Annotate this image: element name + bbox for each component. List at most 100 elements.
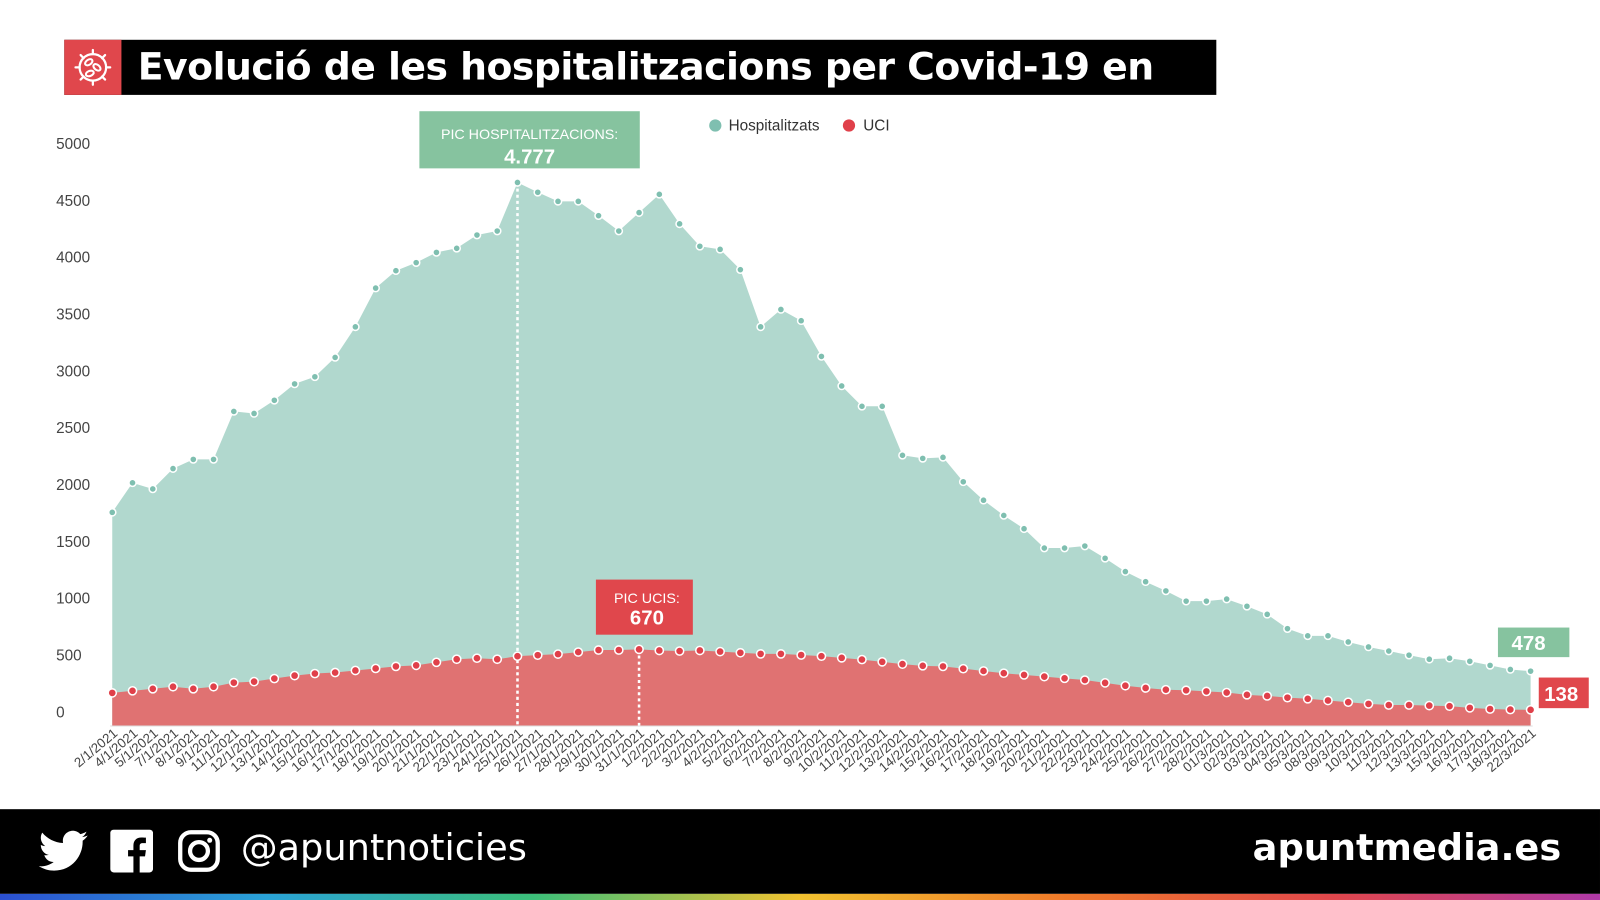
data-point-uci[interactable] [796,650,807,660]
social-handle[interactable]: @apuntnoticies [240,827,527,870]
data-point-uci[interactable] [573,647,584,657]
data-point-hospitalitzats[interactable] [249,409,259,418]
data-point-hospitalitzats[interactable] [1323,631,1333,641]
data-point-uci[interactable] [1100,678,1110,688]
data-point-hospitalitzats[interactable] [553,197,563,206]
data-point-hospitalitzats[interactable] [654,189,664,199]
data-point-hospitalitzats[interactable] [270,395,279,405]
data-point-uci[interactable] [1262,691,1273,701]
data-point-hospitalitzats[interactable] [391,266,401,276]
data-point-hospitalitzats[interactable] [148,484,158,494]
data-point-uci[interactable] [654,645,665,656]
data-point-hospitalitzats[interactable] [736,265,745,275]
data-point-hospitalitzats[interactable] [918,454,928,463]
data-point-uci[interactable] [1323,695,1333,706]
data-point-hospitalitzats[interactable] [1343,637,1353,647]
data-point-hospitalitzats[interactable] [1161,586,1171,596]
data-point-uci[interactable] [877,657,888,667]
data-point-hospitalitzats[interactable] [1080,541,1090,551]
instagram-icon[interactable] [178,830,221,873]
data-point-uci[interactable] [411,660,422,671]
data-point-hospitalitzats[interactable] [1039,543,1049,553]
data-point-hospitalitzats[interactable] [1506,665,1515,674]
data-point-uci[interactable] [1282,692,1293,703]
data-point-hospitalitzats[interactable] [472,230,482,240]
data-point-hospitalitzats[interactable] [695,241,705,251]
data-point-uci[interactable] [532,650,543,660]
data-point-uci[interactable] [1161,684,1171,695]
data-point-hospitalitzats[interactable] [209,455,218,464]
data-point-hospitalitzats[interactable] [411,258,421,267]
data-point-uci[interactable] [978,666,989,676]
data-point-hospitalitzats[interactable] [1526,666,1535,676]
data-point-hospitalitzats[interactable] [1222,594,1232,604]
data-point-hospitalitzats[interactable] [877,401,887,411]
data-point-uci[interactable] [613,645,624,655]
data-point-uci[interactable] [431,657,442,668]
data-point-hospitalitzats[interactable] [857,401,867,411]
data-point-hospitalitzats[interactable] [351,322,360,332]
data-point-hospitalitzats[interactable] [1364,642,1373,652]
data-point-uci[interactable] [1221,687,1232,698]
twitter-icon[interactable] [38,830,88,873]
data-point-hospitalitzats[interactable] [492,226,502,236]
data-point-hospitalitzats[interactable] [290,379,299,389]
website-link[interactable]: apuntmedia.es [1252,827,1562,870]
data-point-uci[interactable] [897,659,908,669]
data-point-uci[interactable] [269,673,280,684]
data-point-uci[interactable] [1383,700,1394,710]
data-point-hospitalitzats[interactable] [168,464,178,473]
data-point-hospitalitzats[interactable] [1202,596,1211,606]
data-point-hospitalitzats[interactable] [1303,631,1313,641]
data-point-hospitalitzats[interactable] [1242,601,1252,611]
data-point-uci[interactable] [634,644,644,655]
data-point-hospitalitzats[interactable] [1445,653,1454,663]
data-point-uci[interactable] [1201,686,1212,697]
data-point-uci[interactable] [816,651,827,662]
data-point-hospitalitzats[interactable] [1060,543,1069,553]
data-point-hospitalitzats[interactable] [776,305,786,314]
data-point-uci[interactable] [1525,704,1536,715]
data-point-hospitalitzats[interactable] [513,178,522,187]
data-point-hospitalitzats[interactable] [371,283,380,293]
data-point-hospitalitzats[interactable] [817,352,826,361]
data-point-hospitalitzats[interactable] [310,372,320,382]
data-point-hospitalitzats[interactable] [1424,654,1434,664]
data-point-uci[interactable] [107,688,118,698]
data-point-uci[interactable] [674,646,685,656]
data-point-hospitalitzats[interactable] [614,226,624,236]
data-point-uci[interactable] [1505,704,1516,715]
data-point-uci[interactable] [208,681,219,692]
facebook-icon[interactable] [110,829,154,873]
data-point-uci[interactable] [1120,680,1131,691]
data-point-hospitalitzats[interactable] [229,407,239,416]
data-point-uci[interactable] [391,661,401,672]
data-point-hospitalitzats[interactable] [796,316,806,326]
data-point-uci[interactable] [938,661,948,672]
data-point-hospitalitzats[interactable] [979,495,988,505]
data-point-uci[interactable] [695,645,705,656]
data-point-uci[interactable] [127,685,138,696]
data-point-uci[interactable] [776,649,786,659]
data-point-uci[interactable] [1404,700,1414,710]
data-point-uci[interactable] [512,651,523,662]
data-point-hospitalitzats[interactable] [999,511,1009,520]
data-point-hospitalitzats[interactable] [1485,661,1495,670]
data-point-uci[interactable] [1079,675,1090,685]
data-point-uci[interactable] [1181,685,1191,696]
data-point-hospitalitzats[interactable] [452,243,462,253]
data-point-uci[interactable] [715,646,725,657]
data-point-uci[interactable] [857,654,867,665]
data-point-uci[interactable] [1485,704,1495,714]
data-point-hospitalitzats[interactable] [432,248,441,257]
data-point-hospitalitzats[interactable] [837,381,847,391]
data-point-hospitalitzats[interactable] [107,508,117,517]
data-point-uci[interactable] [188,683,199,694]
data-point-uci[interactable] [249,676,259,687]
data-point-uci[interactable] [917,660,928,671]
data-point-uci[interactable] [1019,670,1029,680]
data-point-uci[interactable] [492,654,503,665]
data-point-hospitalitzats[interactable] [715,244,725,254]
data-point-uci[interactable] [593,645,604,655]
data-point-uci[interactable] [1464,703,1475,713]
